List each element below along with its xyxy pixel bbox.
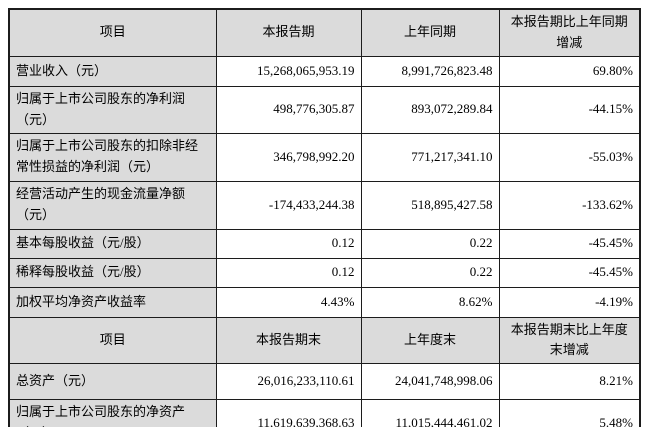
- section1-header-item: 项目: [8, 8, 217, 57]
- net-profit-label: 归属于上市公司股东的净利润 （元）: [8, 85, 217, 134]
- section1-header-prior-period: 上年同期: [360, 8, 500, 57]
- row-diluted-eps: 稀释每股收益（元/股） 0.12 0.22 -45.45%: [8, 257, 641, 288]
- diluted-eps-label: 稀释每股收益（元/股）: [8, 257, 217, 288]
- section1-header-current-period: 本报告期: [215, 8, 362, 57]
- weighted-avg-roe-label: 加权平均净资产收益率: [8, 286, 217, 318]
- weighted-avg-roe-change: -4.19%: [498, 286, 641, 318]
- diluted-eps-current: 0.12: [215, 257, 362, 288]
- row-net-profit: 归属于上市公司股东的净利润 （元） 498,776,305.87 893,072…: [8, 85, 641, 134]
- diluted-eps-change: -45.45%: [498, 257, 641, 288]
- net-profit-change: -44.15%: [498, 85, 641, 134]
- section1-header-row: 项目 本报告期 上年同期 本报告期比上年同期 增减: [8, 8, 641, 57]
- basic-eps-change: -45.45%: [498, 228, 641, 259]
- net-profit-excl-change: -55.03%: [498, 132, 641, 182]
- net-profit-current: 498,776,305.87: [215, 85, 362, 134]
- operating-revenue-current: 15,268,065,953.19: [215, 55, 362, 87]
- net-assets-label: 归属于上市公司股东的净资产 （元）: [8, 399, 217, 427]
- weighted-avg-roe-current: 4.43%: [215, 286, 362, 318]
- operating-revenue-label: 营业收入（元）: [8, 55, 217, 87]
- section2-header-item: 项目: [8, 316, 217, 365]
- net-assets-prior: 11,015,444,461.02: [360, 399, 500, 427]
- section2-header-change: 本报告期末比上年度 末增减: [498, 316, 641, 365]
- row-operating-cash-flow: 经营活动产生的现金流量净额 （元） -174,433,244.38 518,89…: [8, 180, 641, 230]
- total-assets-current: 26,016,233,110.61: [215, 363, 362, 401]
- basic-eps-label: 基本每股收益（元/股）: [8, 228, 217, 259]
- row-weighted-avg-roe: 加权平均净资产收益率 4.43% 8.62% -4.19%: [8, 286, 641, 318]
- row-total-assets: 总资产（元） 26,016,233,110.61 24,041,748,998.…: [8, 363, 641, 401]
- net-assets-current: 11,619,639,368.63: [215, 399, 362, 427]
- operating-cash-flow-prior: 518,895,427.58: [360, 180, 500, 230]
- operating-cash-flow-change: -133.62%: [498, 180, 641, 230]
- section2-header-row: 项目 本报告期末 上年度末 本报告期末比上年度 末增减: [8, 316, 641, 365]
- net-assets-change: 5.48%: [498, 399, 641, 427]
- net-profit-prior: 893,072,289.84: [360, 85, 500, 134]
- operating-revenue-prior: 8,991,726,823.48: [360, 55, 500, 87]
- diluted-eps-prior: 0.22: [360, 257, 500, 288]
- operating-cash-flow-label: 经营活动产生的现金流量净额 （元）: [8, 180, 217, 230]
- section1-header-change: 本报告期比上年同期 增减: [498, 8, 641, 57]
- total-assets-label: 总资产（元）: [8, 363, 217, 401]
- weighted-avg-roe-prior: 8.62%: [360, 286, 500, 318]
- total-assets-change: 8.21%: [498, 363, 641, 401]
- basic-eps-prior: 0.22: [360, 228, 500, 259]
- operating-revenue-change: 69.80%: [498, 55, 641, 87]
- operating-cash-flow-current: -174,433,244.38: [215, 180, 362, 230]
- row-operating-revenue: 营业收入（元） 15,268,065,953.19 8,991,726,823.…: [8, 55, 641, 87]
- row-net-assets: 归属于上市公司股东的净资产 （元） 11,619,639,368.63 11,0…: [8, 399, 641, 427]
- total-assets-prior: 24,041,748,998.06: [360, 363, 500, 401]
- section2-header-period-end: 本报告期末: [215, 316, 362, 365]
- net-profit-excl-prior: 771,217,341.10: [360, 132, 500, 182]
- row-net-profit-excl-nonrecurring: 归属于上市公司股东的扣除非经 常性损益的净利润（元） 346,798,992.2…: [8, 132, 641, 182]
- financial-summary-table: 项目 本报告期 上年同期 本报告期比上年同期 增减 营业收入（元） 15,268…: [8, 8, 641, 427]
- section2-header-prior-year-end: 上年度末: [360, 316, 500, 365]
- net-profit-excl-current: 346,798,992.20: [215, 132, 362, 182]
- net-profit-excl-label: 归属于上市公司股东的扣除非经 常性损益的净利润（元）: [8, 132, 217, 182]
- row-basic-eps: 基本每股收益（元/股） 0.12 0.22 -45.45%: [8, 228, 641, 259]
- basic-eps-current: 0.12: [215, 228, 362, 259]
